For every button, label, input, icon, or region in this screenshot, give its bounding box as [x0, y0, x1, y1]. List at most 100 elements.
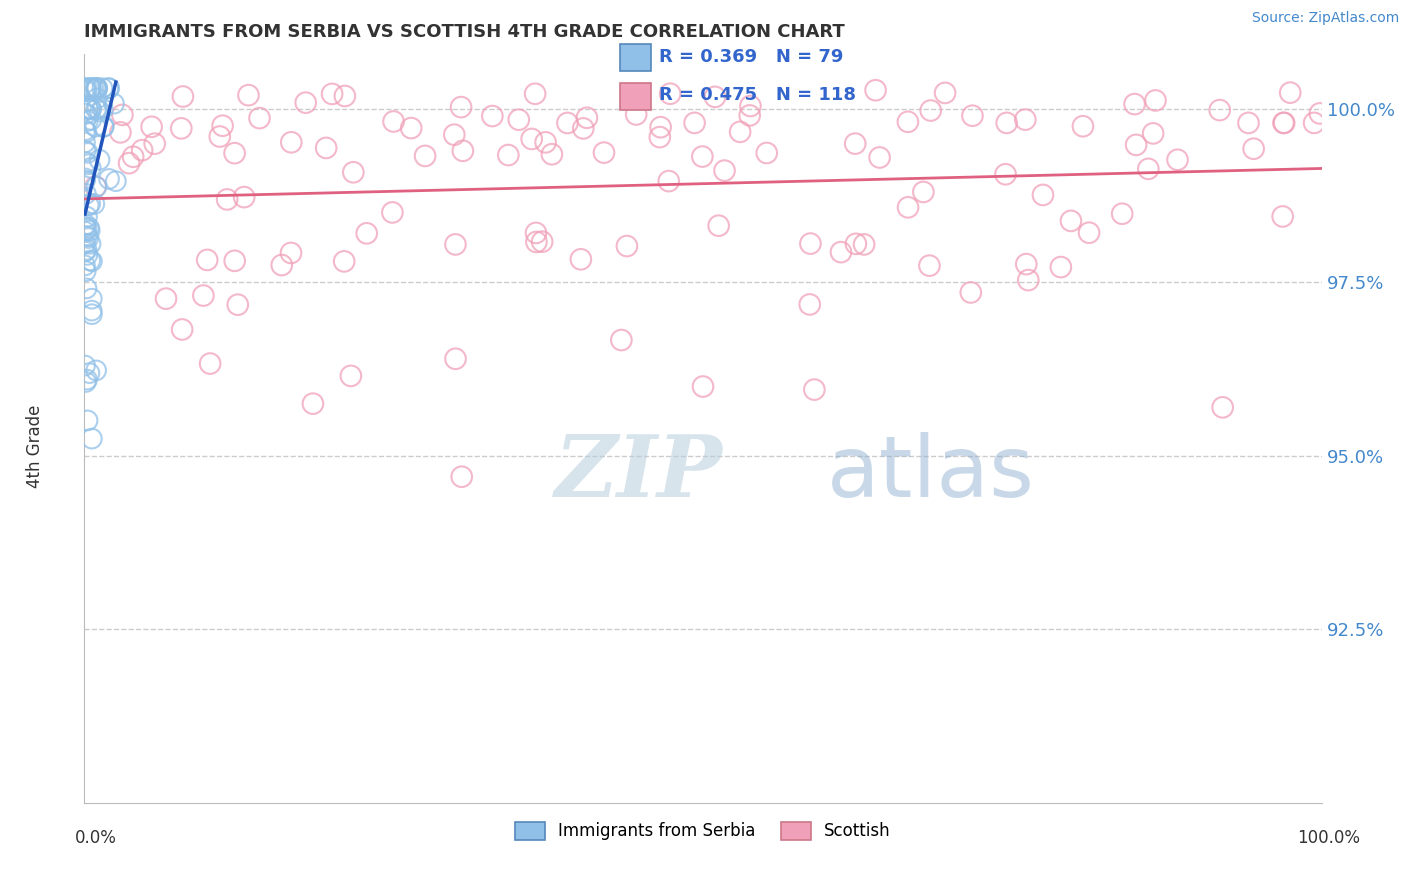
Point	[86, 179, 108, 194]
Point	[799, 236, 821, 251]
Point	[707, 219, 730, 233]
Point	[659, 87, 682, 101]
Point	[799, 297, 821, 311]
Point	[80, 303, 103, 318]
Point	[333, 89, 356, 103]
Point	[80, 102, 103, 116]
Point	[91, 81, 114, 95]
Point	[79, 102, 101, 116]
Point	[557, 116, 579, 130]
Point	[84, 102, 107, 116]
Point	[76, 81, 98, 95]
Point	[76, 114, 98, 128]
Point	[382, 114, 405, 128]
Point	[569, 252, 592, 267]
Legend: Immigrants from Serbia, Scottish: Immigrants from Serbia, Scottish	[509, 815, 897, 847]
Point	[86, 81, 108, 95]
Point	[1017, 273, 1039, 287]
Point	[80, 161, 103, 175]
Point	[616, 239, 638, 253]
Text: R = 0.475   N = 118: R = 0.475 N = 118	[659, 86, 856, 104]
Point	[80, 307, 103, 321]
Point	[75, 144, 97, 158]
Point	[610, 333, 633, 347]
Point	[172, 89, 194, 103]
Point	[1123, 97, 1146, 112]
Point	[738, 108, 761, 122]
Point	[1014, 112, 1036, 127]
Text: Source: ZipAtlas.com: Source: ZipAtlas.com	[1251, 12, 1399, 25]
Point	[89, 104, 111, 119]
Point	[959, 285, 981, 300]
Point	[399, 121, 422, 136]
Bar	[620, 83, 651, 111]
Point	[865, 83, 887, 97]
Point	[1279, 86, 1302, 100]
Point	[994, 167, 1017, 181]
Point	[76, 373, 98, 387]
Point	[534, 136, 557, 150]
Point	[321, 87, 343, 101]
Point	[97, 81, 120, 95]
Point	[80, 81, 103, 95]
Point	[1078, 226, 1101, 240]
Point	[238, 88, 260, 103]
Point	[830, 245, 852, 260]
Point	[76, 229, 98, 244]
Point	[413, 149, 436, 163]
Point	[1237, 116, 1260, 130]
Point	[650, 120, 672, 135]
Point	[77, 220, 100, 235]
Point	[1212, 401, 1234, 415]
Point	[912, 185, 935, 199]
Point	[451, 144, 474, 158]
Point	[315, 141, 337, 155]
Point	[683, 116, 706, 130]
Point	[84, 81, 107, 95]
Point	[1071, 120, 1094, 134]
Point	[1167, 153, 1189, 167]
Point	[844, 136, 866, 151]
Point	[79, 196, 101, 211]
Point	[443, 128, 465, 142]
Point	[934, 86, 956, 100]
Point	[104, 174, 127, 188]
Point	[1015, 257, 1038, 271]
Point	[76, 281, 98, 295]
Point	[73, 236, 96, 251]
Point	[803, 383, 825, 397]
Point	[77, 102, 100, 116]
Point	[1209, 103, 1232, 117]
Point	[91, 102, 114, 116]
Point	[73, 244, 96, 259]
Point	[75, 359, 97, 373]
Point	[270, 258, 292, 272]
Point	[195, 252, 218, 267]
Point	[524, 87, 547, 101]
Point	[76, 155, 98, 169]
Point	[80, 254, 103, 268]
Point	[340, 368, 363, 383]
Point	[1271, 210, 1294, 224]
Point	[170, 121, 193, 136]
Point	[1125, 137, 1147, 152]
Point	[80, 292, 103, 306]
Point	[524, 226, 547, 240]
Point	[575, 111, 598, 125]
Point	[920, 103, 942, 118]
Point	[75, 125, 97, 139]
Point	[211, 119, 233, 133]
Text: 0.0%: 0.0%	[75, 829, 117, 847]
Point	[1137, 161, 1160, 176]
Point	[86, 102, 108, 116]
Point	[131, 143, 153, 157]
Point	[450, 100, 472, 114]
Point	[75, 218, 97, 232]
Point	[444, 351, 467, 366]
Point	[658, 174, 681, 188]
Point	[1142, 127, 1164, 141]
Point	[143, 136, 166, 151]
Point	[84, 179, 107, 194]
Point	[73, 173, 96, 187]
Point	[89, 153, 111, 167]
